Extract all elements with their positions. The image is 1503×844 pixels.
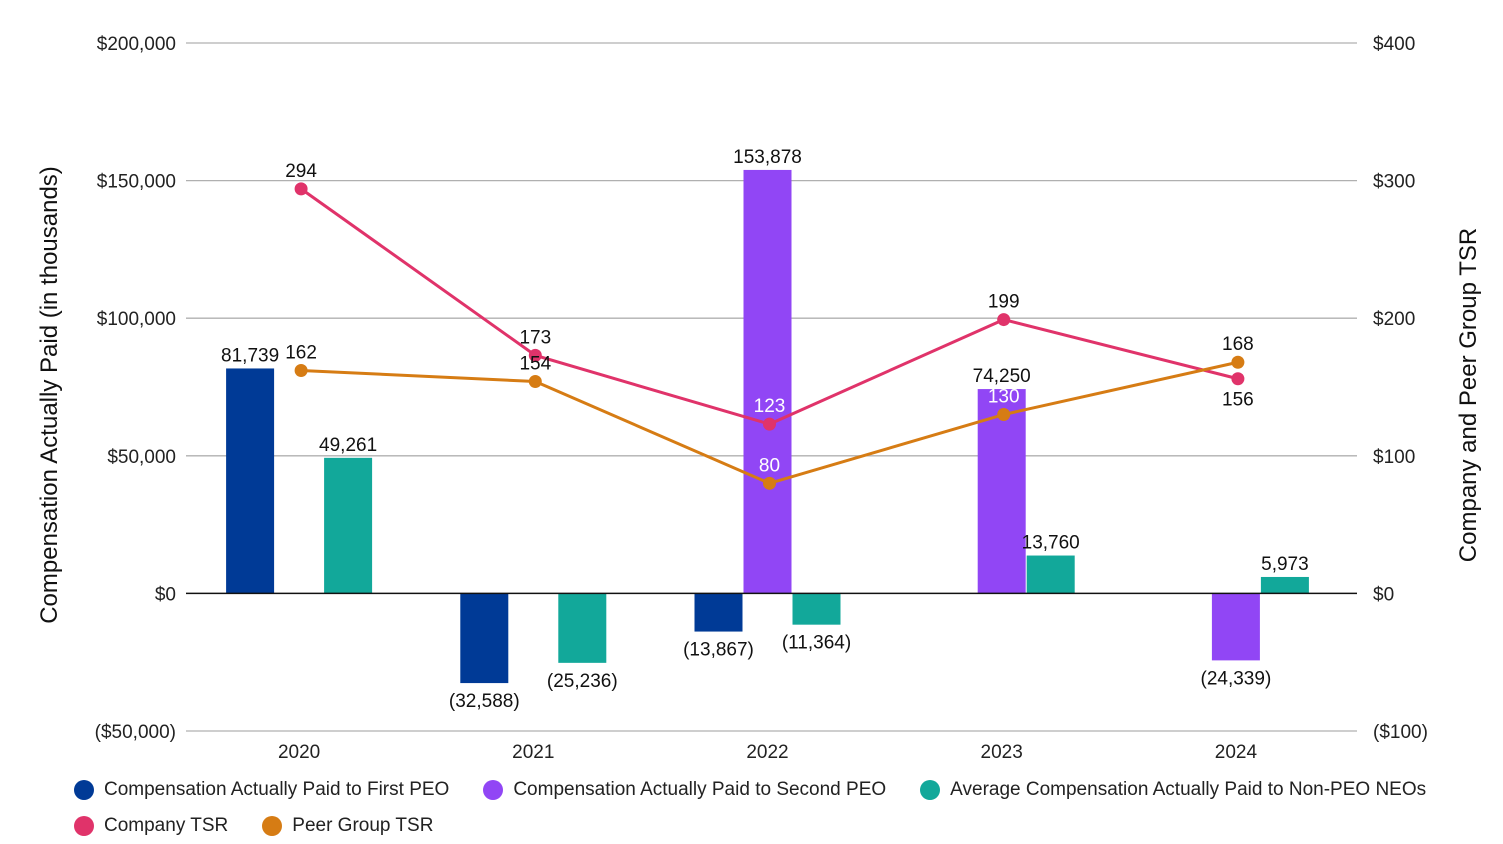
y2-tick-label: $400 <box>1373 34 1415 55</box>
bar-data-label: 153,878 <box>733 147 802 168</box>
bar-average-compensation-actually-paid-to-non-peo-neos <box>792 593 841 625</box>
y2-tick-label: $300 <box>1373 172 1415 193</box>
bar-compensation-actually-paid-to-second-peo <box>743 169 792 594</box>
x-tick-label: 2023 <box>981 742 1023 763</box>
bar-average-compensation-actually-paid-to-non-peo-neos <box>324 457 373 594</box>
data-labels: 81,739 (32,588) (13,867) 153,878 74,250 (24,3… <box>221 147 1309 712</box>
legend-label: Peer Group TSR <box>292 815 434 836</box>
legend-label: Average Compensation Actually Paid to No… <box>950 779 1427 800</box>
bar-data-label: (32,588) <box>449 691 520 712</box>
y2-tick-label: $200 <box>1373 309 1415 330</box>
line-data-label: 199 <box>988 292 1020 313</box>
legend-swatch <box>74 780 94 800</box>
legend-swatch <box>262 816 283 836</box>
legend-swatch <box>483 780 504 800</box>
point-peer-group-tsr <box>528 374 542 388</box>
y2-tick-label: $100 <box>1373 447 1415 468</box>
legend-item-company-tsr[interactable]: Company TSR <box>74 815 228 837</box>
bar-data-label: (25,236) <box>547 671 618 692</box>
point-company-tsr <box>763 417 776 431</box>
x-tick-label: 2021 <box>512 742 554 763</box>
bar-data-label: 49,261 <box>319 435 377 456</box>
legend-swatch <box>920 780 941 800</box>
x-tick-label: 2024 <box>1215 742 1258 763</box>
line-data-label: 130 <box>988 387 1020 408</box>
legend-label: Company TSR <box>104 815 229 836</box>
bar-data-label: (13,867) <box>683 640 754 661</box>
bar-average-compensation-actually-paid-to-non-peo-neos <box>1026 555 1075 594</box>
bar-data-label: (11,364) <box>782 633 851 654</box>
x-tick-label: 2022 <box>746 742 788 763</box>
line-data-label: 294 <box>285 161 317 182</box>
point-company-tsr <box>997 313 1011 327</box>
bar-data-label: 5,973 <box>1261 554 1309 575</box>
y2-axis-title: Company and Peer Group TSR <box>1455 228 1482 562</box>
point-peer-group-tsr <box>763 476 776 490</box>
legend-item-first-peo[interactable]: Compensation Actually Paid to First PEO <box>74 779 449 801</box>
point-peer-group-tsr <box>997 408 1011 422</box>
line-data-label: 154 <box>519 353 551 374</box>
bar-average-compensation-actually-paid-to-non-peo-neos <box>1260 576 1309 594</box>
bar-average-compensation-actually-paid-to-non-peo-neos <box>558 593 607 663</box>
point-peer-group-tsr <box>294 363 308 377</box>
y-tick-label: ($50,000) <box>95 722 176 743</box>
legend-item-peer-tsr[interactable]: Peer Group TSR <box>262 815 433 837</box>
y-tick-label: $200,000 <box>97 34 176 55</box>
legend-swatch <box>74 816 94 836</box>
line-data-label: 156 <box>1222 390 1254 411</box>
lines <box>294 182 1245 490</box>
point-company-tsr <box>528 348 542 362</box>
y-tick-label: $0 <box>155 584 176 605</box>
legend-label: Compensation Actually Paid to First PEO <box>104 779 450 800</box>
y-tick-label: $100,000 <box>97 309 176 330</box>
bar-data-label: 81,739 <box>221 345 279 366</box>
line-data-label: 173 <box>519 327 551 348</box>
bar-compensation-actually-paid-to-second-peo <box>1211 593 1260 661</box>
line-data-label: 168 <box>1222 334 1254 355</box>
y2-tick-label: $0 <box>1373 584 1394 605</box>
point-company-tsr <box>1231 372 1245 386</box>
bar-data-label: (24,339) <box>1201 668 1272 689</box>
axes: ($50,000) $0 $50,000 $100,000 $150,000 $200,0… <box>95 34 1428 763</box>
y-tick-label: $50,000 <box>107 447 176 468</box>
legend-item-second-peo[interactable]: Compensation Actually Paid to Second PEO <box>483 779 886 801</box>
x-tick-label: 2020 <box>278 742 320 763</box>
point-peer-group-tsr <box>1231 355 1245 369</box>
y2-tick-label: ($100) <box>1373 722 1428 743</box>
line-data-label: 123 <box>754 396 786 417</box>
bar-compensation-actually-paid-to-second-peo <box>977 389 1026 594</box>
point-company-tsr <box>294 182 308 196</box>
y-tick-label: $150,000 <box>97 172 176 193</box>
bar-compensation-actually-paid-to-first-peo <box>694 593 743 632</box>
bars <box>226 169 1309 684</box>
line-data-label: 80 <box>759 455 780 476</box>
bar-data-label: 74,250 <box>973 366 1031 387</box>
bar-data-label: 13,760 <box>1022 533 1080 554</box>
legend-item-non-peo-neos[interactable]: Average Compensation Actually Paid to No… <box>920 779 1426 801</box>
legend-label: Compensation Actually Paid to Second PEO <box>513 779 887 800</box>
bar-compensation-actually-paid-to-first-peo <box>460 593 509 684</box>
chart: 81,739 (32,588) (13,867) 153,878 74,250 (24,3… <box>36 34 1482 763</box>
legend: Compensation Actually Paid to First PEO … <box>74 772 1494 844</box>
line-data-label: 162 <box>285 342 317 363</box>
y-axis-title: Compensation Actually Paid (in thousands… <box>36 166 63 624</box>
bar-compensation-actually-paid-to-first-peo <box>226 368 275 594</box>
